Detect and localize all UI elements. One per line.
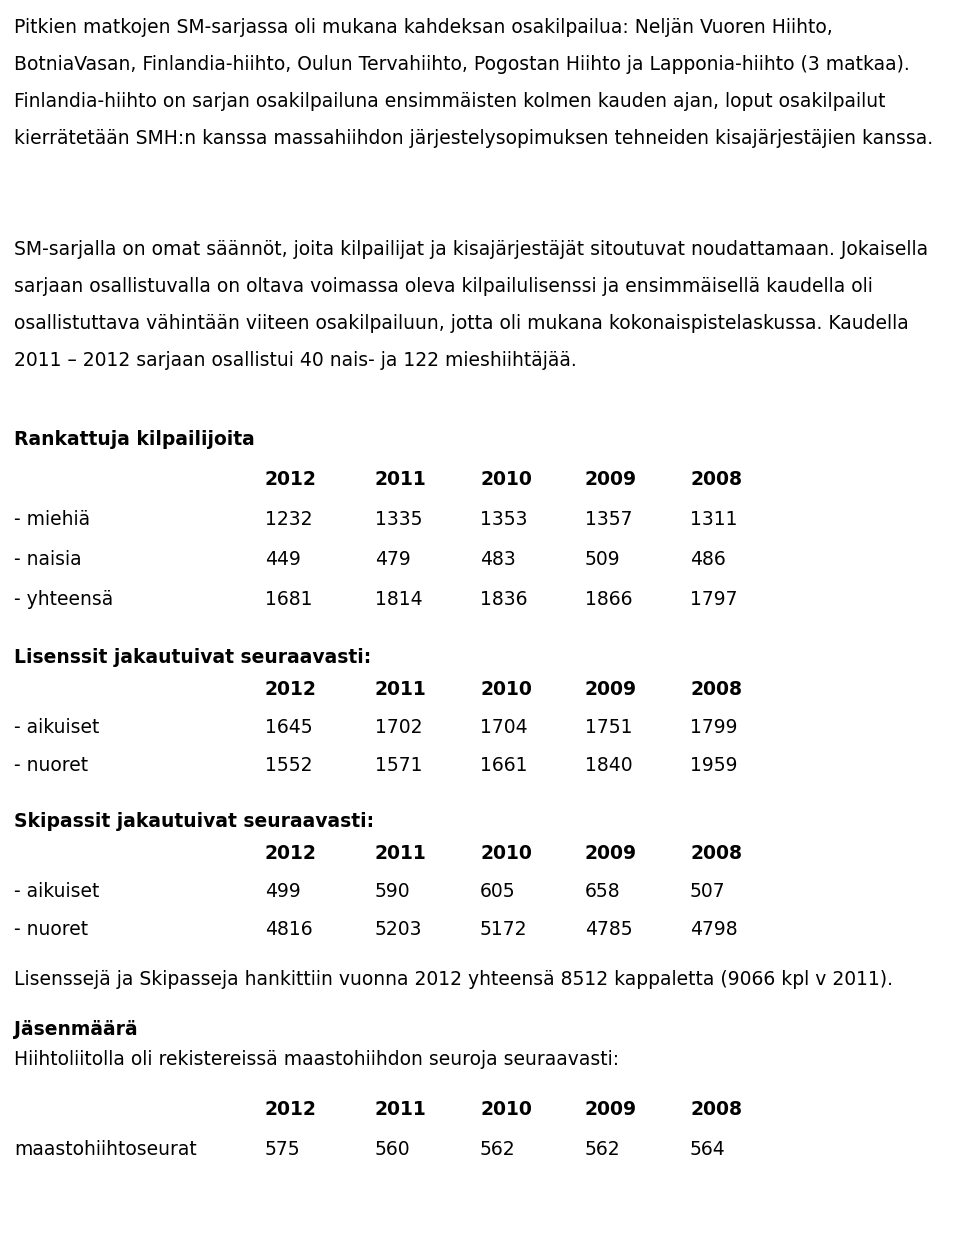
- Text: 605: 605: [480, 882, 516, 901]
- Text: 499: 499: [265, 882, 300, 901]
- Text: - nuoret: - nuoret: [14, 756, 88, 774]
- Text: - miehiä: - miehiä: [14, 510, 90, 529]
- Text: 2012: 2012: [265, 844, 317, 862]
- Text: 658: 658: [585, 882, 620, 901]
- Text: 1571: 1571: [375, 756, 422, 774]
- Text: 5172: 5172: [480, 920, 527, 939]
- Text: 2008: 2008: [690, 1100, 742, 1119]
- Text: 1799: 1799: [690, 719, 737, 737]
- Text: Skipassit jakautuivat seuraavasti:: Skipassit jakautuivat seuraavasti:: [14, 812, 374, 831]
- Text: 1959: 1959: [690, 756, 737, 774]
- Text: 1814: 1814: [375, 589, 422, 609]
- Text: 1836: 1836: [480, 589, 527, 609]
- Text: 2011: 2011: [375, 844, 427, 862]
- Text: 590: 590: [375, 882, 411, 901]
- Text: 1645: 1645: [265, 719, 313, 737]
- Text: 2010: 2010: [480, 844, 532, 862]
- Text: - yhteensä: - yhteensä: [14, 589, 113, 609]
- Text: 562: 562: [480, 1140, 516, 1159]
- Text: 1311: 1311: [690, 510, 737, 529]
- Text: 2012: 2012: [265, 470, 317, 489]
- Text: Lisenssejä ja Skipasseja hankittiin vuonna 2012 yhteensä 8512 kappaletta (9066 k: Lisenssejä ja Skipasseja hankittiin vuon…: [14, 970, 893, 989]
- Text: - aikuiset: - aikuiset: [14, 882, 100, 901]
- Text: 1661: 1661: [480, 756, 527, 774]
- Text: 2008: 2008: [690, 470, 742, 489]
- Text: 4798: 4798: [690, 920, 737, 939]
- Text: 560: 560: [375, 1140, 411, 1159]
- Text: 562: 562: [585, 1140, 620, 1159]
- Text: 2010: 2010: [480, 680, 532, 699]
- Text: 2009: 2009: [585, 680, 637, 699]
- Text: 2012: 2012: [265, 1100, 317, 1119]
- Text: maastohiihtoseurat: maastohiihtoseurat: [14, 1140, 197, 1159]
- Text: 1702: 1702: [375, 719, 422, 737]
- Text: 486: 486: [690, 550, 726, 570]
- Text: sarjaan osallistuvalla on oltava voimassa oleva kilpailulisenssi ja ensimmäisell: sarjaan osallistuvalla on oltava voimass…: [14, 277, 873, 297]
- Text: BotniaVasan, Finlandia-hiihto, Oulun Tervahiihto, Pogostan Hiihto ja Lapponia-hi: BotniaVasan, Finlandia-hiihto, Oulun Ter…: [14, 55, 910, 74]
- Text: 2009: 2009: [585, 844, 637, 862]
- Text: 1681: 1681: [265, 589, 313, 609]
- Text: - aikuiset: - aikuiset: [14, 719, 100, 737]
- Text: 2008: 2008: [690, 680, 742, 699]
- Text: 2010: 2010: [480, 1100, 532, 1119]
- Text: Lisenssit jakautuivat seuraavasti:: Lisenssit jakautuivat seuraavasti:: [14, 648, 372, 666]
- Text: 1840: 1840: [585, 756, 633, 774]
- Text: 1704: 1704: [480, 719, 528, 737]
- Text: 575: 575: [265, 1140, 300, 1159]
- Text: 4785: 4785: [585, 920, 633, 939]
- Text: 509: 509: [585, 550, 620, 570]
- Text: 1552: 1552: [265, 756, 313, 774]
- Text: 2011: 2011: [375, 470, 427, 489]
- Text: 2011: 2011: [375, 680, 427, 699]
- Text: 1335: 1335: [375, 510, 422, 529]
- Text: 507: 507: [690, 882, 726, 901]
- Text: 479: 479: [375, 550, 411, 570]
- Text: 483: 483: [480, 550, 516, 570]
- Text: Jäsenmäärä: Jäsenmäärä: [14, 1020, 137, 1039]
- Text: osallistuttava vähintään viiteen osakilpailuun, jotta oli mukana kokonaispistela: osallistuttava vähintään viiteen osakilp…: [14, 314, 909, 333]
- Text: Finlandia-hiihto on sarjan osakilpailuna ensimmäisten kolmen kauden ajan, loput : Finlandia-hiihto on sarjan osakilpailuna…: [14, 92, 885, 110]
- Text: - nuoret: - nuoret: [14, 920, 88, 939]
- Text: 564: 564: [690, 1140, 726, 1159]
- Text: 1357: 1357: [585, 510, 633, 529]
- Text: Pitkien matkojen SM-sarjassa oli mukana kahdeksan osakilpailua: Neljän Vuoren Hi: Pitkien matkojen SM-sarjassa oli mukana …: [14, 19, 832, 37]
- Text: 449: 449: [265, 550, 300, 570]
- Text: 2010: 2010: [480, 470, 532, 489]
- Text: Hiihtoliitolla oli rekistereissä maastohiihdon seuroja seuraavasti:: Hiihtoliitolla oli rekistereissä maastoh…: [14, 1050, 619, 1069]
- Text: SM-sarjalla on omat säännöt, joita kilpailijat ja kisajärjestäjät sitoutuvat nou: SM-sarjalla on omat säännöt, joita kilpa…: [14, 240, 928, 259]
- Text: 1866: 1866: [585, 589, 633, 609]
- Text: 1353: 1353: [480, 510, 527, 529]
- Text: 2009: 2009: [585, 1100, 637, 1119]
- Text: 2008: 2008: [690, 844, 742, 862]
- Text: 2009: 2009: [585, 470, 637, 489]
- Text: 2011: 2011: [375, 1100, 427, 1119]
- Text: Rankattuja kilpailijoita: Rankattuja kilpailijoita: [14, 429, 254, 449]
- Text: - naisia: - naisia: [14, 550, 82, 570]
- Text: 4816: 4816: [265, 920, 313, 939]
- Text: kierrätetään SMH:n kanssa massahiihdon järjestelysopimuksen tehneiden kisajärjes: kierrätetään SMH:n kanssa massahiihdon j…: [14, 129, 933, 148]
- Text: 2011 – 2012 sarjaan osallistui 40 nais- ja 122 mieshiihtäjää.: 2011 – 2012 sarjaan osallistui 40 nais- …: [14, 351, 577, 370]
- Text: 1797: 1797: [690, 589, 737, 609]
- Text: 2012: 2012: [265, 680, 317, 699]
- Text: 5203: 5203: [375, 920, 422, 939]
- Text: 1232: 1232: [265, 510, 313, 529]
- Text: 1751: 1751: [585, 719, 633, 737]
